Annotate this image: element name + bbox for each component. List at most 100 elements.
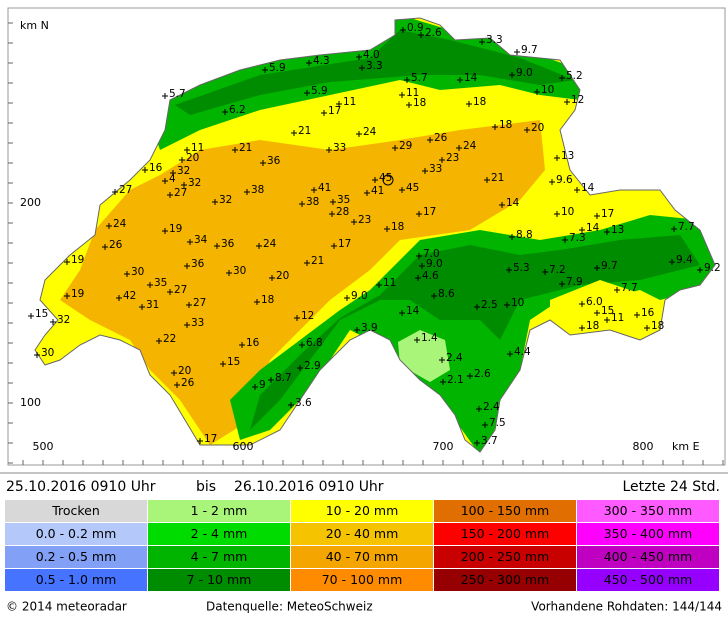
- station-value: 0.9: [407, 22, 424, 34]
- legend-label: 150 - 200 mm: [461, 526, 550, 541]
- zurich-marker: [382, 174, 394, 186]
- station-value: 5.9: [269, 62, 286, 74]
- station-value: 3.6: [295, 397, 312, 409]
- source: Datenquelle: MeteoSchweiz: [206, 600, 373, 614]
- station-value: 14: [586, 222, 600, 234]
- station-value: 24: [113, 218, 127, 230]
- station-value: 42: [123, 290, 136, 302]
- period-to: 26.10.2016 0910 Uhr: [234, 479, 384, 495]
- station-value: 4.4: [514, 346, 531, 358]
- legend-label: 250 - 300 mm: [461, 572, 550, 587]
- station-value: 18: [391, 221, 404, 233]
- legend-swatch: [577, 546, 719, 568]
- legend-label: 1 - 2 mm: [191, 503, 248, 518]
- x-tick-label: 700: [433, 440, 454, 453]
- station-value: 2.4: [446, 352, 463, 364]
- station-value: 32: [188, 177, 201, 189]
- station-value: 16: [149, 162, 163, 174]
- station-value: 3.7: [481, 435, 498, 447]
- station-value: 5.7: [411, 72, 428, 84]
- station-value: 18: [473, 96, 486, 108]
- station-value: 20: [186, 152, 199, 164]
- station-value: 17: [338, 238, 351, 250]
- axes: km N km E 200 100 500 600 700 800: [8, 19, 724, 465]
- legend-swatch: [577, 500, 719, 522]
- station-value: 9.4: [676, 254, 693, 266]
- station-value: 15: [35, 308, 48, 320]
- station-value: 18: [651, 320, 664, 332]
- station-value: 2.1: [447, 374, 464, 386]
- station-value: 22: [163, 333, 176, 345]
- station-value: 26: [109, 239, 123, 251]
- legend-swatch: [291, 523, 433, 545]
- station-value: 24: [463, 140, 477, 152]
- station-value: 32: [57, 314, 70, 326]
- station-value: 10: [511, 297, 524, 309]
- station-value: 11: [406, 87, 419, 99]
- station-value: 45: [379, 172, 392, 184]
- station-value: 18: [499, 119, 512, 131]
- station-value: 23: [446, 152, 459, 164]
- station-value: 9.2: [704, 262, 721, 274]
- legend-label: 2 - 4 mm: [191, 526, 248, 541]
- station-value: 17: [601, 208, 614, 220]
- station-value: 9.0: [351, 290, 368, 302]
- legend-swatch: [291, 569, 433, 591]
- station-value: 33: [191, 317, 204, 329]
- legend-swatch: [291, 546, 433, 568]
- legend-label: 100 - 150 mm: [461, 503, 550, 518]
- station-value: 16: [246, 337, 260, 349]
- legend-swatch: [577, 523, 719, 545]
- station-value: 9.7: [601, 260, 618, 272]
- station-value: 19: [71, 288, 84, 300]
- station-value: 21: [311, 255, 324, 267]
- station-value: 24: [363, 126, 377, 138]
- legend-swatch: [434, 500, 576, 522]
- station-value: 35: [154, 277, 167, 289]
- station-value: 5.7: [169, 88, 186, 100]
- station-value: 35: [337, 194, 350, 206]
- station-value: 6.8: [306, 337, 323, 349]
- station-value: 7.9: [566, 276, 583, 288]
- field-lightgreen-ticino: [398, 330, 450, 382]
- legend-label: 350 - 400 mm: [604, 526, 693, 541]
- station-value: 36: [191, 258, 205, 270]
- station-value: 26: [434, 132, 448, 144]
- x-tick-label: 600: [233, 440, 254, 453]
- station-value: 20: [531, 122, 544, 134]
- legend-swatch: [5, 523, 147, 545]
- field-darkgreen-north: [175, 30, 575, 115]
- station-value: 15: [601, 305, 614, 317]
- y-tick-label: 200: [20, 196, 41, 209]
- legend-label: 70 - 100 mm: [322, 572, 403, 587]
- station-value: 3.3: [486, 34, 503, 46]
- station-value: 21: [298, 125, 311, 137]
- station-value: 5.2: [566, 70, 583, 82]
- station-value: 27: [174, 284, 187, 296]
- station-value: 16: [641, 307, 655, 319]
- legend-swatch: [434, 546, 576, 568]
- station-value: 5.9: [311, 85, 328, 97]
- legend-label: 450 - 500 mm: [604, 572, 693, 587]
- legend-label: 400 - 450 mm: [604, 549, 693, 564]
- station-value: 2.6: [425, 27, 442, 39]
- station-value: 36: [267, 155, 281, 167]
- station-value: 30: [41, 347, 54, 359]
- period-from: 25.10.2016 0910 Uhr: [6, 479, 156, 495]
- window: Letzte 24 Std.: [622, 479, 720, 495]
- station-value: 29: [399, 140, 412, 152]
- station-value: 45: [406, 182, 419, 194]
- station-value: 7.0: [423, 248, 440, 260]
- station-value: 7.5: [489, 417, 506, 429]
- legend-label: Trocken: [51, 503, 100, 518]
- station-value: 11: [611, 312, 624, 324]
- station-value: 17: [328, 105, 341, 117]
- legend-label: 40 - 70 mm: [326, 549, 399, 564]
- legend-swatch: [148, 523, 290, 545]
- station-value: 33: [333, 142, 346, 154]
- legend-swatch: [148, 546, 290, 568]
- station-value: 10: [561, 206, 574, 218]
- station-value: 31: [146, 299, 159, 311]
- station-value: 26: [181, 377, 195, 389]
- legend-swatch: [291, 500, 433, 522]
